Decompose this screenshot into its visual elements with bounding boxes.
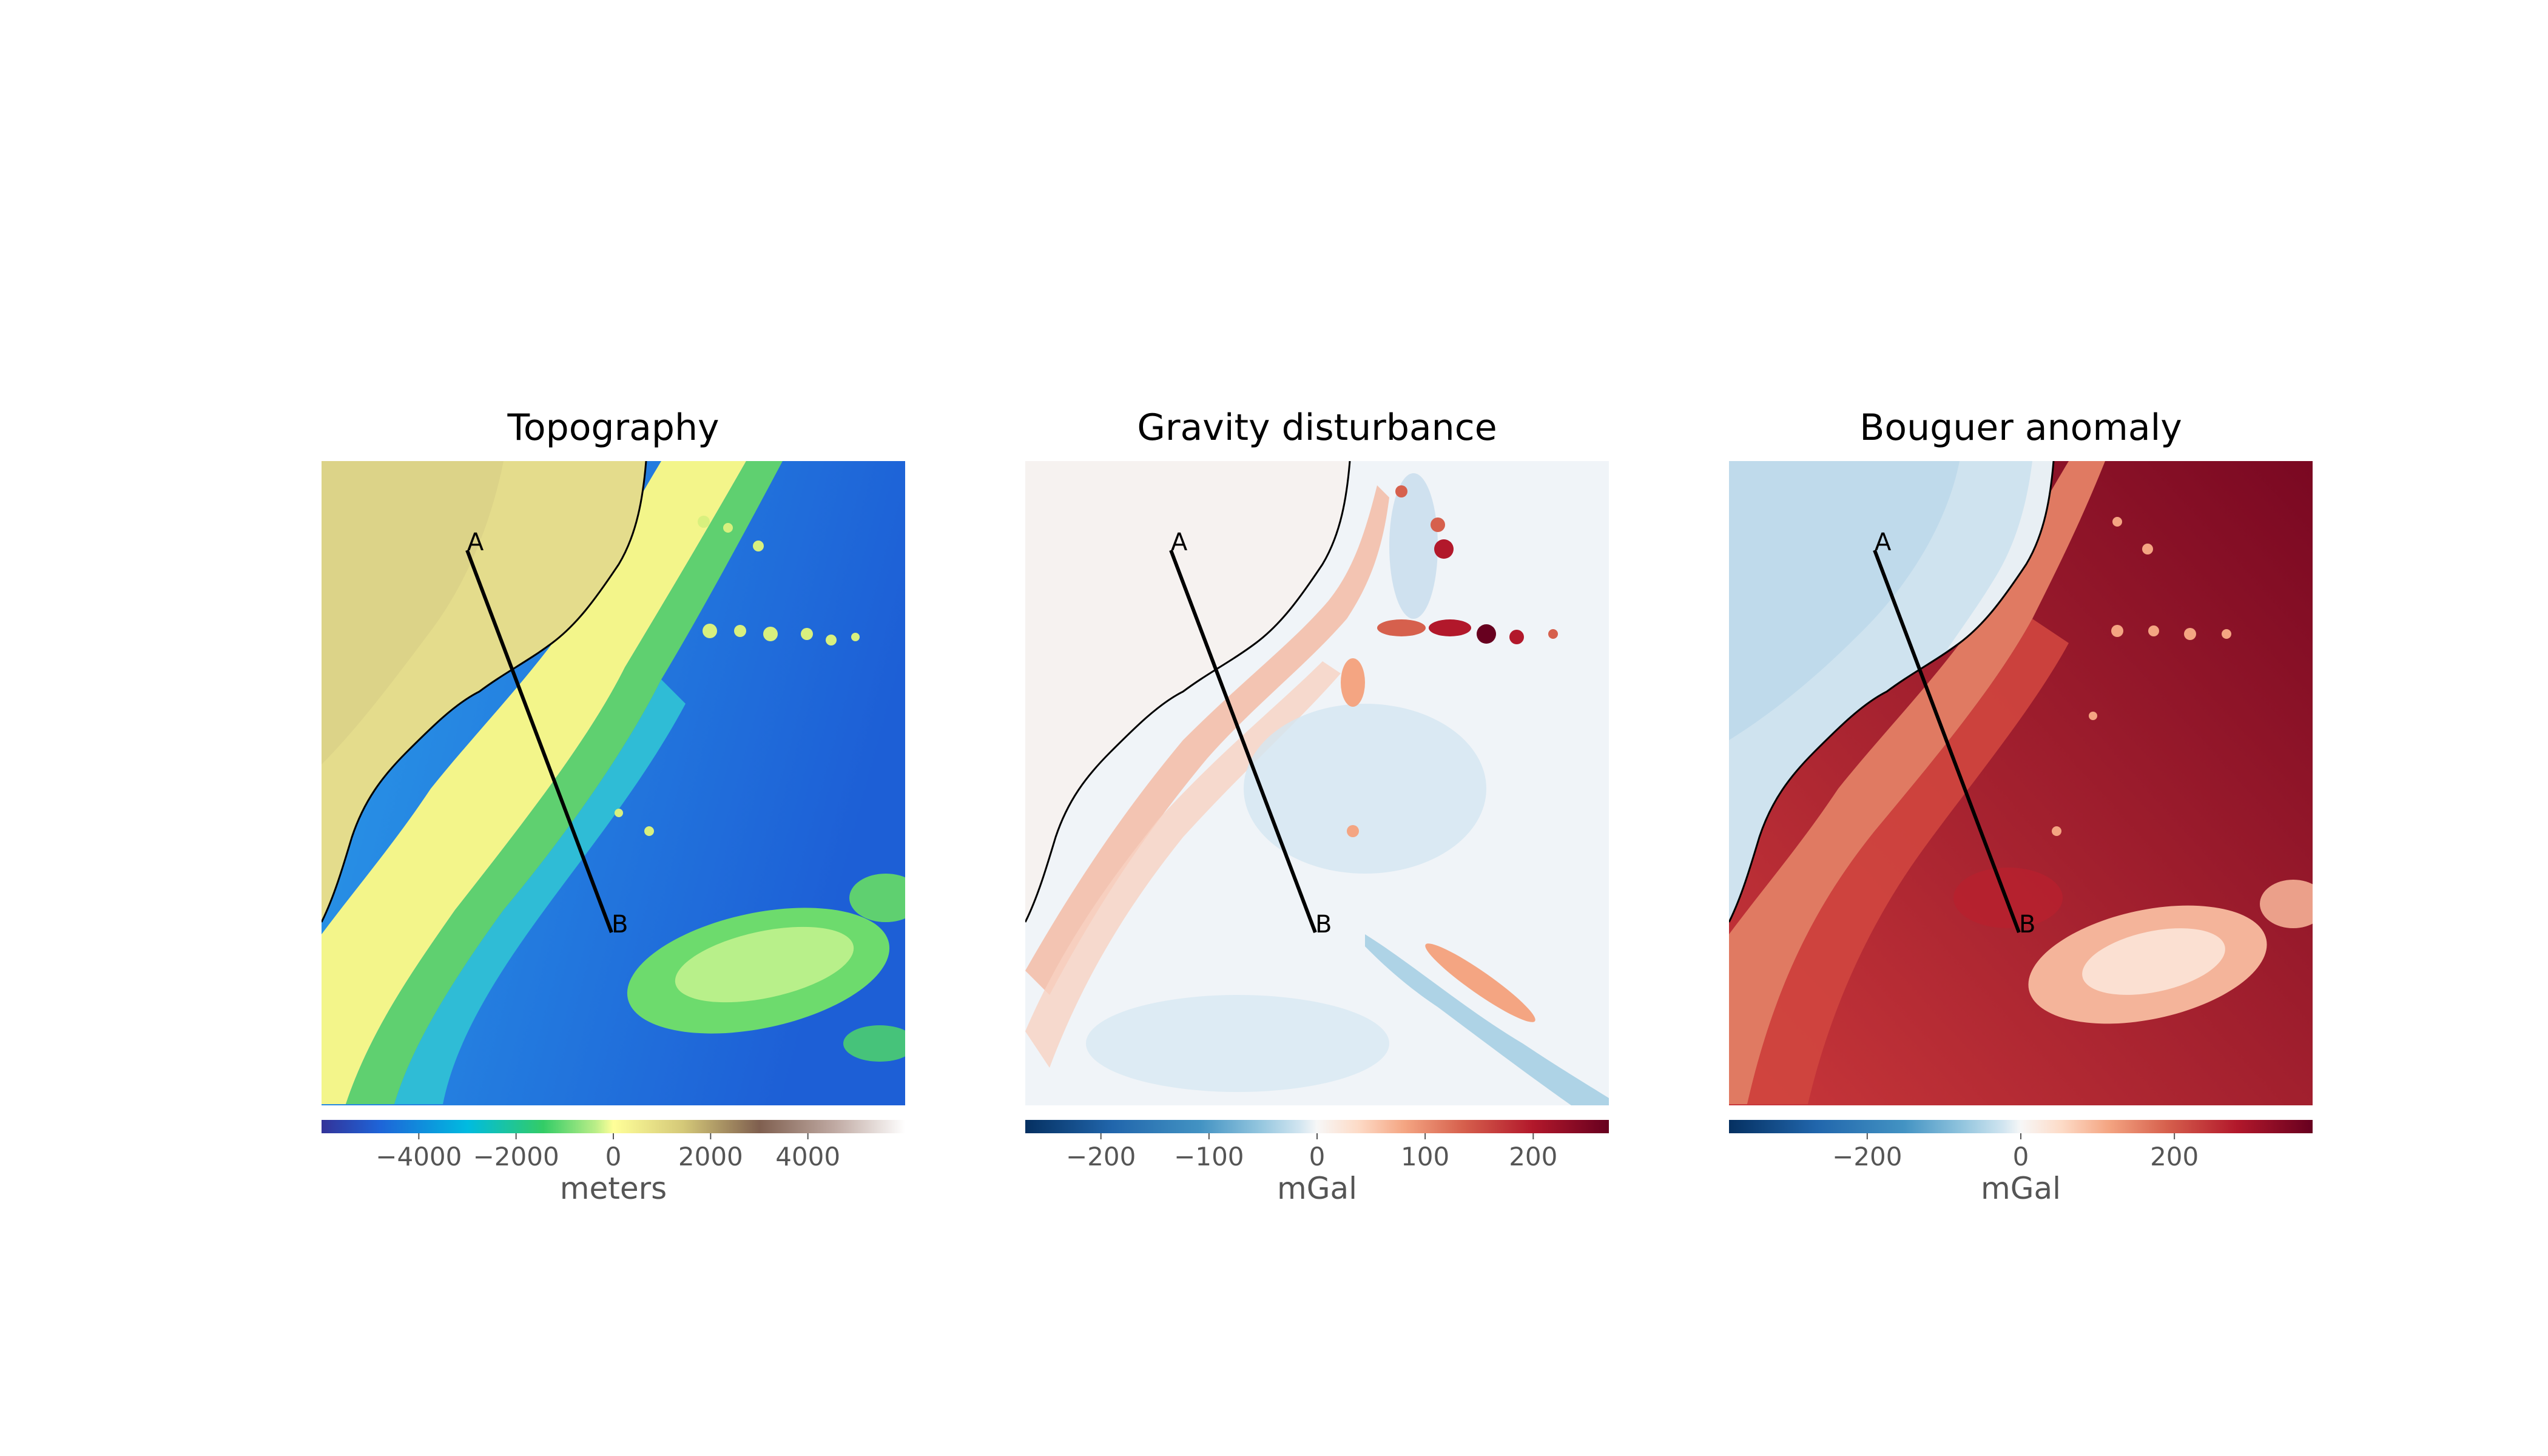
- topography-title: Topography: [507, 406, 720, 449]
- profile-start-label: A: [1171, 528, 1188, 556]
- colorbar-tick-label: 0: [605, 1142, 622, 1171]
- topography-panel: Topography: [322, 0, 1050, 1456]
- bouguer-map: A B: [1729, 461, 2313, 1139]
- profile-start-label: A: [1875, 528, 1892, 556]
- colorbar-tick-label: 200: [2150, 1142, 2199, 1171]
- colorbar-tick-label: 0: [2012, 1142, 2029, 1171]
- gravity-colorbar-label: mGal: [1277, 1171, 1357, 1206]
- topography-colorbar: [322, 1120, 905, 1133]
- colorbar-tick-label: 100: [1401, 1142, 1450, 1171]
- topography-map: A B: [322, 461, 905, 1139]
- profile-end-label: B: [2019, 911, 2035, 939]
- bouguer-title: Bouguer anomaly: [1859, 406, 2182, 449]
- bouguer-panel: Bouguer anomaly: [1729, 0, 2457, 1456]
- colorbar-tick-label: −4000: [376, 1142, 462, 1171]
- profile-start-label: A: [467, 528, 484, 556]
- profile-line: [1873, 549, 2021, 934]
- profile-line: [465, 549, 613, 934]
- profile-end-label: B: [612, 911, 628, 939]
- profile-end-label: B: [1315, 911, 1332, 939]
- topography-colorbar-label: meters: [559, 1171, 667, 1206]
- colorbar-tick-label: 4000: [775, 1142, 841, 1171]
- gravity-map: A B: [1025, 461, 1609, 1139]
- bouguer-colorbar-label: mGal: [1981, 1171, 2061, 1206]
- gravity-panel: Gravity disturbance: [1025, 0, 1753, 1456]
- coastline: [1025, 461, 1351, 923]
- colorbar-tick-label: −200: [1066, 1142, 1136, 1171]
- colorbar-tick-label: −2000: [473, 1142, 559, 1171]
- gravity-title: Gravity disturbance: [1137, 406, 1497, 449]
- coastline: [322, 461, 647, 923]
- colorbar-tick-label: −100: [1174, 1142, 1244, 1171]
- colorbar-tick-label: 2000: [678, 1142, 743, 1171]
- bouguer-colorbar: [1729, 1120, 2313, 1133]
- colorbar-tick-label: −200: [1832, 1142, 1903, 1171]
- coastline: [1729, 461, 2055, 923]
- colorbar-tick-label: 200: [1509, 1142, 1558, 1171]
- colorbar-tick-label: 0: [1309, 1142, 1326, 1171]
- profile-line: [1169, 549, 1317, 934]
- gravity-colorbar: [1025, 1120, 1609, 1133]
